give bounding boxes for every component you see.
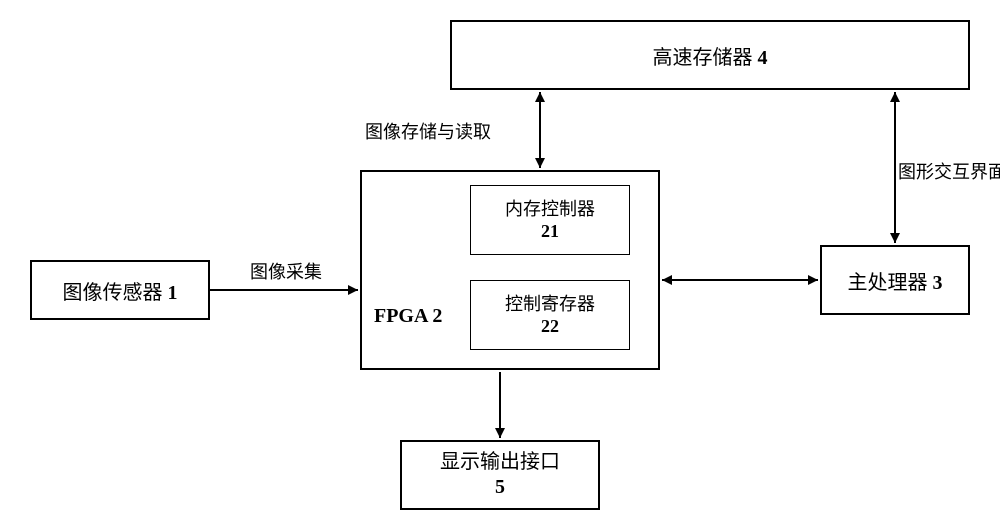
- arrows-layer: [0, 0, 1000, 529]
